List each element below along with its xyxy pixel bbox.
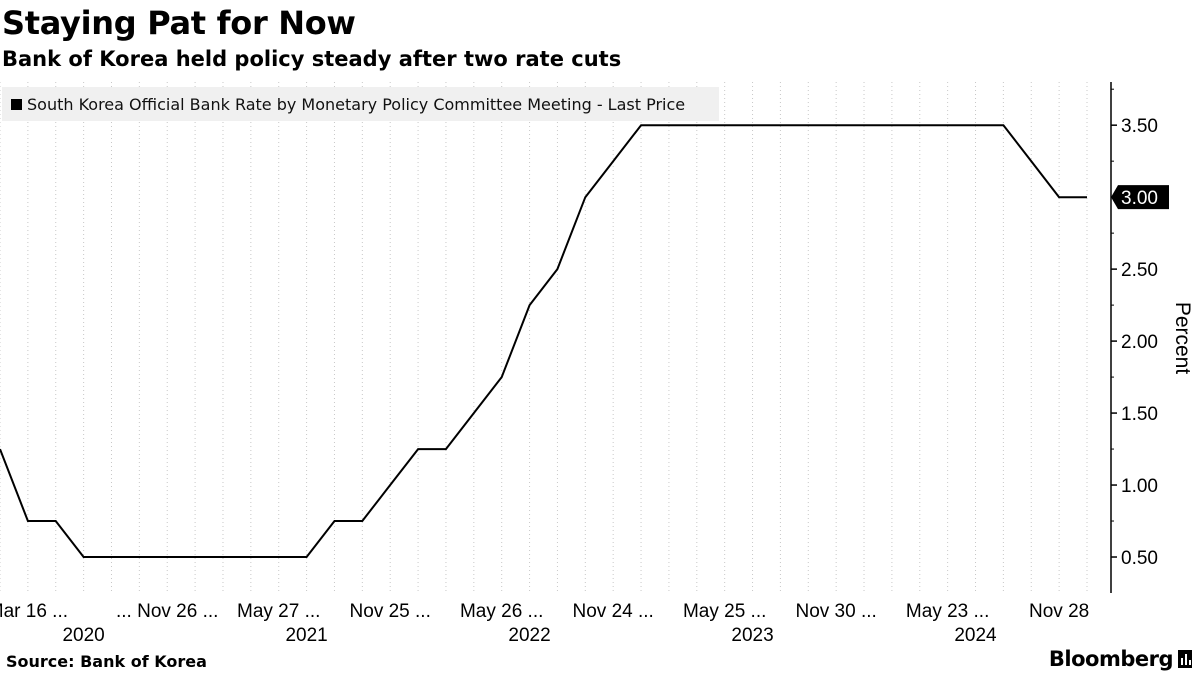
y-tick-label: 0.50 <box>1121 548 1158 569</box>
x-tick-label: May 26 ... <box>460 601 543 622</box>
legend-label: South Korea Official Bank Rate by Moneta… <box>27 94 686 114</box>
x-tick-label: ... Nov 26 ... <box>116 601 218 622</box>
last-value-label: 3.00 <box>1121 188 1158 209</box>
last-value-marker: 3.00 <box>1111 185 1169 210</box>
source-note: Source: Bank of Korea <box>6 652 207 671</box>
x-year-label: 2022 <box>508 625 550 646</box>
y-tick-label: 2.00 <box>1121 332 1158 353</box>
x-tick-label: May 27 ... <box>237 601 320 622</box>
y-axis-label: Percent <box>1171 302 1194 375</box>
last-value-box <box>1111 185 1169 210</box>
brand-name: Bloomberg <box>1048 647 1174 671</box>
y-ticks: 0.50 1.00 1.50 2.00 2.50 3.50 <box>1111 88 1158 569</box>
legend-swatch-icon <box>11 98 22 110</box>
bloomberg-terminal-icon <box>1178 650 1192 668</box>
chart-subtitle: Bank of Korea held policy steady after t… <box>2 47 622 71</box>
x-year-label: 2021 <box>285 625 327 646</box>
x-tick-label: Nov 28 <box>1029 601 1089 622</box>
x-tick-label: May 23 ... <box>906 601 989 622</box>
y-tick-label: 3.50 <box>1121 116 1158 137</box>
gridlines <box>0 82 1088 593</box>
legend: South Korea Official Bank Rate by Moneta… <box>2 87 719 121</box>
x-tick-label: May 25 ... <box>683 601 766 622</box>
y-tick-label: 2.50 <box>1121 260 1158 281</box>
brand-logo: Bloomberg <box>1049 647 1192 671</box>
x-tick-label: Nov 30 ... <box>795 601 876 622</box>
x-year-label: 2020 <box>62 625 104 646</box>
x-tick-label: Nov 25 ... <box>350 601 431 622</box>
x-tick-label: Mar 16 ... <box>0 601 68 622</box>
x-year-label: 2024 <box>954 625 997 646</box>
chart-title: Staying Pat for Now <box>2 4 356 42</box>
series-line-bank-rate <box>0 124 1087 558</box>
y-tick-label: 1.50 <box>1121 404 1158 425</box>
x-axis-labels: Mar 16 ... ... Nov 26 ... May 27 ... Nov 25… <box>0 601 1089 646</box>
y-tick-label: 1.00 <box>1121 476 1158 497</box>
x-tick-label: Nov 24 ... <box>573 601 654 622</box>
x-year-label: 2023 <box>731 625 773 646</box>
